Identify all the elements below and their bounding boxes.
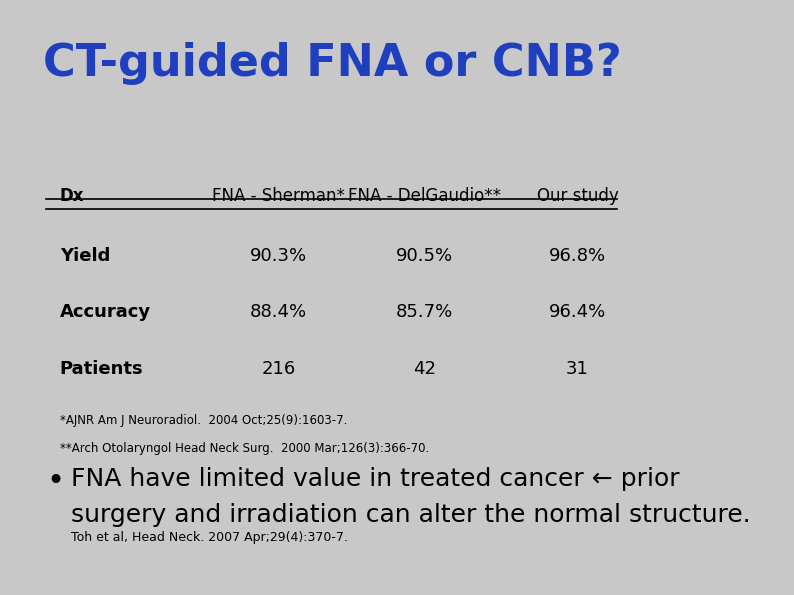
- Text: surgery and irradiation can alter the normal structure.: surgery and irradiation can alter the no…: [71, 503, 751, 527]
- Text: 90.5%: 90.5%: [396, 247, 453, 265]
- Text: •: •: [47, 467, 64, 496]
- Text: FNA have limited value in treated cancer ← prior: FNA have limited value in treated cancer…: [71, 467, 680, 491]
- Text: Patients: Patients: [60, 360, 144, 378]
- Text: FNA - DelGaudio**: FNA - DelGaudio**: [349, 187, 501, 205]
- Text: Our study: Our study: [537, 187, 619, 205]
- Text: 90.3%: 90.3%: [250, 247, 307, 265]
- Text: CT-guided FNA or CNB?: CT-guided FNA or CNB?: [43, 42, 621, 84]
- Text: 31: 31: [566, 360, 589, 378]
- Text: 42: 42: [414, 360, 437, 378]
- Text: 96.4%: 96.4%: [549, 303, 606, 321]
- Text: 88.4%: 88.4%: [250, 303, 307, 321]
- Text: 85.7%: 85.7%: [396, 303, 453, 321]
- Text: 216: 216: [262, 360, 296, 378]
- Text: **Arch Otolaryngol Head Neck Surg.  2000 Mar;126(3):366-70.: **Arch Otolaryngol Head Neck Surg. 2000 …: [60, 442, 429, 455]
- Text: Dx: Dx: [60, 187, 84, 205]
- Text: Accuracy: Accuracy: [60, 303, 151, 321]
- Text: 96.8%: 96.8%: [549, 247, 606, 265]
- Text: Yield: Yield: [60, 247, 110, 265]
- Text: Toh et al, Head Neck. 2007 Apr;29(4):370-7.: Toh et al, Head Neck. 2007 Apr;29(4):370…: [71, 531, 348, 544]
- Text: *AJNR Am J Neuroradiol.  2004 Oct;25(9):1603-7.: *AJNR Am J Neuroradiol. 2004 Oct;25(9):1…: [60, 414, 347, 427]
- Text: FNA - Sherman*: FNA - Sherman*: [212, 187, 345, 205]
